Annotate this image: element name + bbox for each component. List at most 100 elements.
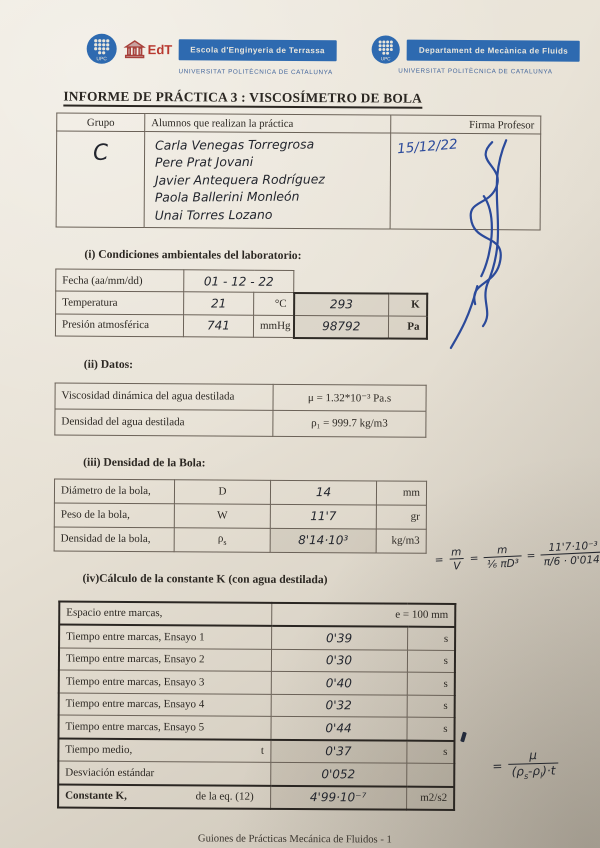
pressure-pa-unit: Pa (388, 315, 427, 339)
professor-signature (449, 139, 508, 350)
section-heading-constante: (iv)Cálculo de la constante K (con agua … (82, 571, 328, 586)
ensayo-label: Tiempo entre marcas, Ensayo 3 (58, 670, 271, 694)
ensayo-value: 0'40 (325, 675, 352, 691)
fraction-mu-over-rho-t: μ (ρs-ρl)·t (508, 748, 559, 781)
ensayo-unit: s (407, 626, 456, 650)
ensayo-unit: s (406, 672, 455, 695)
constante-unit: m2/s2 (406, 786, 455, 810)
tiempo-medio-value: 0'37 (325, 744, 352, 759)
ensayo-unit: s (406, 649, 456, 673)
pressure-label: Presión atmosférica (55, 313, 184, 337)
water-density-value: ρ₁ = 999.7 kg/m3 (272, 409, 426, 437)
desviacion-value: 0'052 (321, 766, 356, 782)
k-formula: = μ (ρs-ρl)·t (492, 748, 559, 781)
students-cell: Carla Venegas Torregrosa Pere Prat Jovan… (144, 131, 391, 230)
student-name: Paola Ballerini Monleón (154, 188, 300, 205)
water-density-label: Densidad del agua destilada (54, 408, 273, 436)
constante-label-cell: Constante K, de la eq. (12) (58, 784, 271, 809)
fecha-value: 01 - 12 - 22 (203, 273, 274, 289)
ball-density-label: Densidad de la bola, (54, 526, 175, 552)
ensayo-label: Tiempo entre marcas, Ensayo 4 (58, 692, 271, 717)
weight-value: 11'7 (310, 509, 337, 524)
equals-sign: = (492, 758, 503, 773)
fraction-numeric: 11'7·10⁻³ π/6 · 0'014³ (540, 540, 600, 569)
signature-col-header: Firma Profesor (390, 115, 541, 134)
pressure-pa-value: 98792 (322, 319, 361, 334)
ambient-table: Fecha (aa/mm/dd) 01 - 12 - 22 Temperatur… (55, 269, 428, 340)
datos-table: Viscosidad dinámica del agua destilada μ… (54, 382, 427, 437)
svg-text:UPC: UPC (96, 56, 107, 62)
upc-department-logo: UPC Departament de Mecànica de Fluids UN… (371, 34, 581, 76)
group-table: Grupo Alumnos que realizan la práctica F… (55, 112, 542, 350)
temp-kelvin-value: 293 (329, 297, 353, 312)
fecha-label: Fecha (aa/mm/dd) (55, 269, 184, 292)
school-name-bar: Escola d'Enginyeria de Terrassa (178, 38, 337, 61)
constante-value: 4'99·10⁻⁷ (309, 790, 367, 805)
ensayo-value: 0'39 (325, 630, 353, 646)
ensayo-unit: s (406, 694, 455, 718)
page-footer: Guiones de Prácticas Mecánica de Fluidos… (197, 833, 392, 846)
upc-terrassa-logo: UPC EdT Escola d'Enginyeria de T (86, 33, 337, 77)
equals-sign: = (434, 554, 444, 567)
temp-kelvin-unit: K (388, 293, 427, 316)
students-col-header: Alumnos que realizan la práctica (144, 113, 391, 134)
header-logos: UPC EdT Escola d'Enginyeria de T (0, 0, 600, 78)
diameter-value: 14 (315, 485, 332, 500)
student-name: Pere Prat Jovani (154, 154, 254, 171)
weight-unit: gr (376, 504, 427, 529)
bola-section-row: Diámetro de la bola, D 14 mm Peso de la … (54, 478, 600, 574)
group-col-header: Grupo (56, 113, 145, 132)
pressure-value: 741 (207, 318, 231, 333)
ensayo-label: Tiempo entre marcas, Ensayo 1 (59, 624, 272, 649)
ensayo-unit: s (406, 717, 455, 741)
ensayo-label: Tiempo entre marcas, Ensayo 2 (58, 647, 272, 672)
group-value-cell: C (56, 131, 145, 228)
ball-density-value: 8'14·10³ (298, 532, 349, 548)
equals-sign: = (526, 550, 536, 563)
right-university-caption: UNIVERSITAT POLITÈCNICA DE CATALUNYA (398, 67, 553, 76)
espacio-value: e = 100 mm (271, 602, 456, 627)
ensayo-value: 0'44 (325, 720, 352, 736)
edt-building-icon (123, 40, 146, 59)
ensayo-value: 0'32 (325, 698, 352, 713)
temp-value: 21 (210, 296, 227, 311)
fraction-m-over-v: m V (448, 546, 465, 574)
tiempo-symbol: t (260, 745, 264, 758)
student-name: Unai Torres Lozano (154, 206, 273, 223)
ball-density-unit: kg/m3 (376, 528, 427, 553)
pressure-unit: mmHg (253, 314, 294, 338)
diameter-symbol: D (174, 479, 271, 504)
ball-density-symbol: ρs (174, 527, 271, 552)
density-formula: = m V = m ⅙ πD³ = 11'7·10⁻³ π/6 · 0'014³ (434, 540, 600, 574)
student-name: Javier Antequera Rodríguez (154, 171, 325, 188)
viscosity-value: μ = 1.32*10⁻³ Pa.s (272, 383, 427, 411)
left-university-caption: UNIVERSITAT POLITÈCNICA DE CATALUNYA (178, 68, 333, 77)
weight-symbol: W (174, 503, 271, 528)
equals-sign: = (469, 552, 479, 566)
upc-emblem-icon: UPC (371, 35, 400, 64)
department-name-bar: Departament de Mecànica de Fluids (406, 39, 581, 62)
tiempo-medio-label-cell: Tiempo medio, t (58, 738, 271, 763)
svg-text:UPC: UPC (381, 56, 392, 61)
tiempo-medio-unit: s (406, 740, 455, 764)
ensayo-label: Tiempo entre marcas, Ensayo 5 (58, 715, 271, 740)
temp-label: Temperatura (55, 291, 184, 315)
group-value: C (92, 140, 110, 167)
temp-unit: °C (253, 292, 294, 315)
weight-label: Peso de la bola, (54, 502, 175, 528)
fraction-m-over-volume: m ⅙ πD³ (483, 544, 523, 572)
section-heading-datos: (ii) Datos: (83, 357, 134, 371)
espacio-label: Espacio entre marcas, (59, 601, 272, 626)
constante-section: Espacio entre marcas, e = 100 mm Tiempo … (0, 600, 596, 812)
diameter-unit: mm (376, 480, 427, 505)
edt-acronym: EdT (147, 41, 173, 57)
signature-cell: 15/12/22 (390, 133, 541, 350)
constante-eq-ref: de la eq. (12) (195, 790, 254, 803)
bola-table: Diámetro de la bola, D 14 mm Peso de la … (54, 478, 427, 553)
edt-building-mark: EdT (123, 39, 173, 59)
section-heading-bola: (iii) Densidad de la Bola: (83, 455, 206, 469)
desviacion-label: Desviación estándar (58, 761, 271, 786)
diameter-label: Diámetro de la bola, (54, 478, 175, 504)
